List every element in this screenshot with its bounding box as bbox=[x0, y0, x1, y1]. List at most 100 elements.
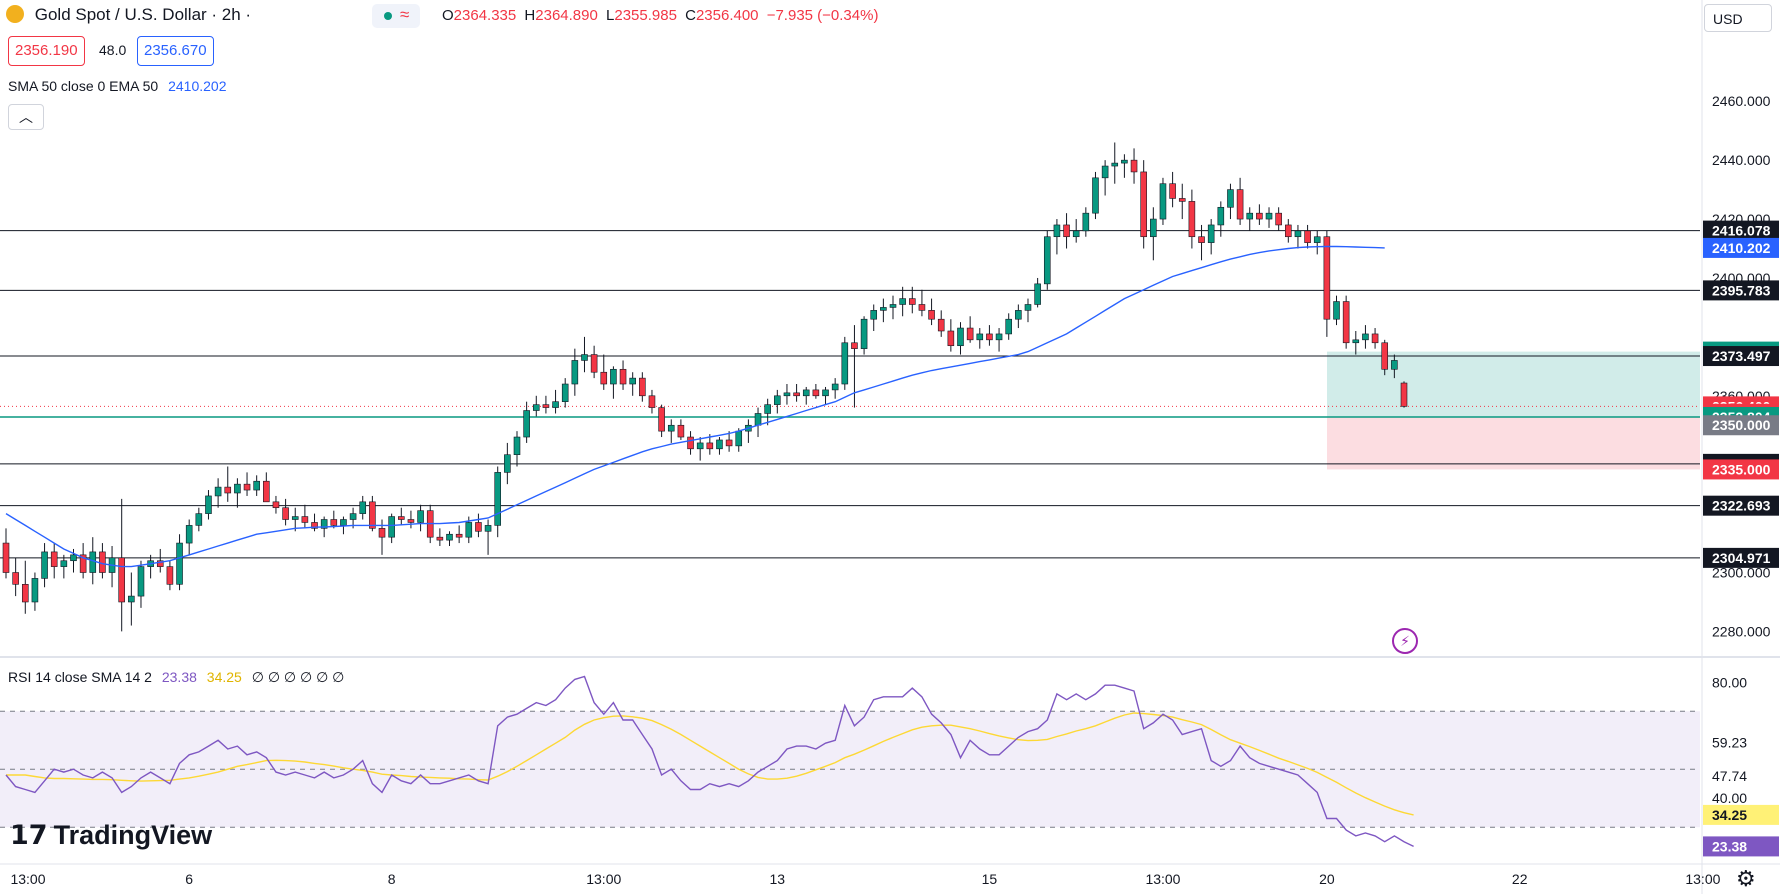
price-axis-label-box bbox=[1703, 415, 1779, 436]
candle-body bbox=[590, 354, 598, 373]
candle-body bbox=[398, 516, 405, 520]
candle-body bbox=[1150, 218, 1157, 238]
bid-price-box[interactable]: 2356.190 bbox=[8, 36, 85, 66]
candle-body bbox=[947, 330, 955, 347]
price-tick-label: 2440.000 bbox=[1712, 152, 1771, 168]
candle-body bbox=[1400, 382, 1408, 407]
candle-body bbox=[1342, 301, 1350, 344]
rsi-legend[interactable]: RSI 14 close SMA 14 2 23.38 34.25 ∅ ∅ ∅ … bbox=[8, 669, 344, 686]
candle-body bbox=[407, 519, 415, 523]
candle-body bbox=[793, 392, 800, 397]
candle-body bbox=[1130, 159, 1138, 173]
candle-body bbox=[667, 424, 675, 432]
candle-body bbox=[417, 510, 424, 523]
candle-body bbox=[234, 483, 241, 494]
candle-body bbox=[571, 360, 579, 385]
candle-body bbox=[1140, 171, 1147, 238]
candle-body bbox=[137, 566, 145, 597]
indicator-legend[interactable]: SMA 50 close 0 EMA 50 2410.202 bbox=[8, 78, 227, 94]
candle-body bbox=[966, 327, 974, 341]
gold-symbol-icon bbox=[6, 5, 24, 23]
tradingview-logo-icon: 17 bbox=[10, 820, 48, 851]
candle-body bbox=[995, 333, 1003, 341]
candle-body bbox=[446, 533, 453, 541]
candle-body bbox=[513, 436, 521, 456]
rsi-value: 23.38 bbox=[161, 669, 197, 685]
candle-body bbox=[41, 551, 48, 579]
candle-body bbox=[60, 560, 68, 567]
candle-body bbox=[340, 519, 347, 526]
candle-body bbox=[889, 304, 897, 308]
currency-button[interactable]: USD bbox=[1704, 4, 1772, 32]
candle-body bbox=[282, 507, 289, 520]
candle-body bbox=[224, 486, 232, 494]
tradingview-logo[interactable]: 17 TradingView bbox=[10, 820, 212, 851]
candle-body bbox=[79, 554, 87, 573]
rsi-label: RSI 14 close SMA 14 2 bbox=[8, 669, 152, 685]
price-axis-label: 2373.497 bbox=[1712, 348, 1771, 364]
candle-body bbox=[455, 533, 463, 538]
candle-body bbox=[639, 377, 646, 397]
price-axis-label: 2416.078 bbox=[1712, 223, 1771, 239]
candle-body bbox=[677, 424, 685, 438]
candle-body bbox=[1053, 224, 1061, 238]
candle-body bbox=[899, 298, 906, 305]
market-status-toggle[interactable]: ≈ bbox=[372, 4, 420, 28]
candle-body bbox=[1082, 212, 1090, 232]
time-tick-label: 15 bbox=[982, 871, 998, 887]
position-loss-zone bbox=[1327, 416, 1700, 470]
collapse-legend-button[interactable]: ︿ bbox=[8, 104, 44, 130]
replay-lightning-icon[interactable]: ⚡ bbox=[1392, 628, 1418, 654]
symbol-header: Gold Spot / U.S. Dollar · 2h · bbox=[6, 5, 251, 25]
low-value: 2355.985 bbox=[614, 7, 677, 24]
candle-body bbox=[1391, 360, 1398, 370]
candle-body bbox=[156, 560, 164, 567]
candle-body bbox=[176, 542, 183, 585]
candle-body bbox=[349, 513, 357, 520]
price-axis-label: 2395.783 bbox=[1712, 282, 1771, 298]
time-tick-label: 13:00 bbox=[1145, 871, 1180, 887]
candle-body bbox=[802, 389, 810, 397]
candle-body bbox=[976, 333, 984, 341]
ask-price-box[interactable]: 2356.670 bbox=[137, 36, 214, 66]
candle-body bbox=[754, 413, 762, 426]
candle-body bbox=[1236, 189, 1244, 220]
indicator-value: 2410.202 bbox=[168, 78, 227, 94]
candle-body bbox=[841, 342, 849, 385]
candle-body bbox=[523, 410, 530, 438]
high-value: 2364.890 bbox=[535, 7, 598, 24]
gear-icon[interactable]: ⚙ bbox=[1736, 866, 1756, 891]
candle-body bbox=[1198, 236, 1205, 243]
candle-body bbox=[735, 430, 743, 447]
price-axis-label-box bbox=[1703, 280, 1779, 301]
candle-body bbox=[128, 595, 135, 603]
candle-body bbox=[89, 551, 97, 573]
candle-body bbox=[70, 554, 77, 562]
candle-body bbox=[1207, 224, 1215, 243]
position-profit-zone bbox=[1327, 351, 1700, 417]
candle-body bbox=[658, 407, 665, 432]
candle-body bbox=[1294, 230, 1302, 238]
candle-body bbox=[860, 318, 868, 349]
symbol-title[interactable]: Gold Spot / U.S. Dollar · 2h · bbox=[34, 5, 252, 24]
change-value: −7.935 (−0.34%) bbox=[766, 7, 879, 24]
open-value: 2364.335 bbox=[453, 7, 517, 24]
candle-body bbox=[2, 542, 10, 573]
candle-body bbox=[812, 389, 820, 397]
candle-body bbox=[118, 557, 125, 603]
rsi-tick-label: 59.23 bbox=[1712, 734, 1747, 750]
price-axis-label: 2322.693 bbox=[1712, 498, 1771, 514]
time-tick-label: 13:00 bbox=[1685, 871, 1720, 887]
candle-body bbox=[600, 371, 608, 385]
ema-50-line bbox=[5, 245, 1385, 568]
candle-body bbox=[388, 516, 395, 538]
candle-body bbox=[253, 480, 260, 491]
candle-body bbox=[484, 525, 492, 532]
candle-body bbox=[436, 536, 444, 541]
candle-body bbox=[581, 354, 588, 361]
candle-body bbox=[1092, 177, 1099, 214]
candle-body bbox=[99, 551, 106, 573]
candle-body bbox=[1304, 230, 1311, 243]
candle-body bbox=[831, 383, 839, 391]
